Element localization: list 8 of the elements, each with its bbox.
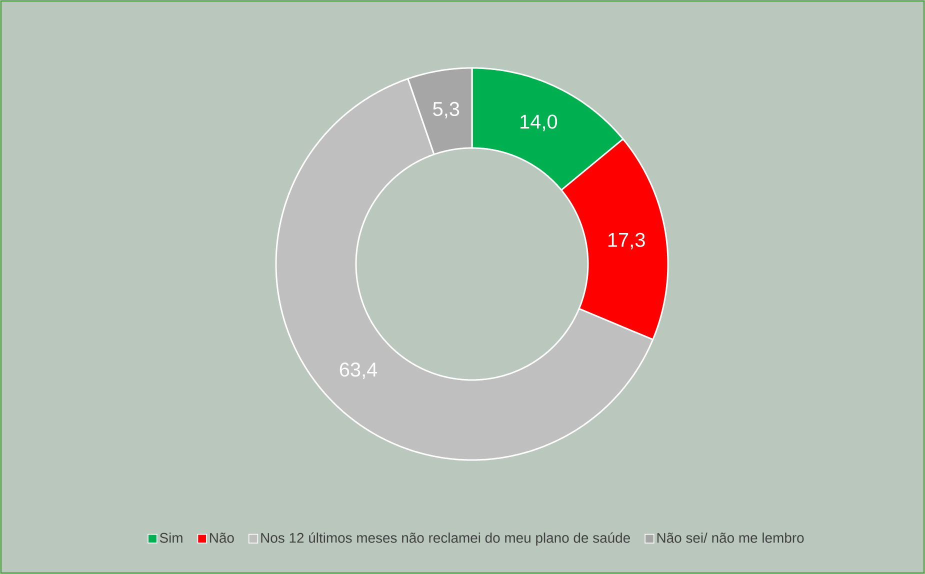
data-label: 17,3 <box>608 232 645 250</box>
data-label: 63,4 <box>340 362 378 380</box>
data-label: 14,0 <box>520 114 558 132</box>
legend-label: Não <box>210 532 234 543</box>
data-label: 5,3 <box>433 102 460 118</box>
legend-label: Sim <box>160 532 182 543</box>
legend-label: Não sei/ não me lembro <box>657 532 804 543</box>
legend-label: Nos 12 últimos meses não reclamei do meu plano de saúde <box>261 532 630 546</box>
